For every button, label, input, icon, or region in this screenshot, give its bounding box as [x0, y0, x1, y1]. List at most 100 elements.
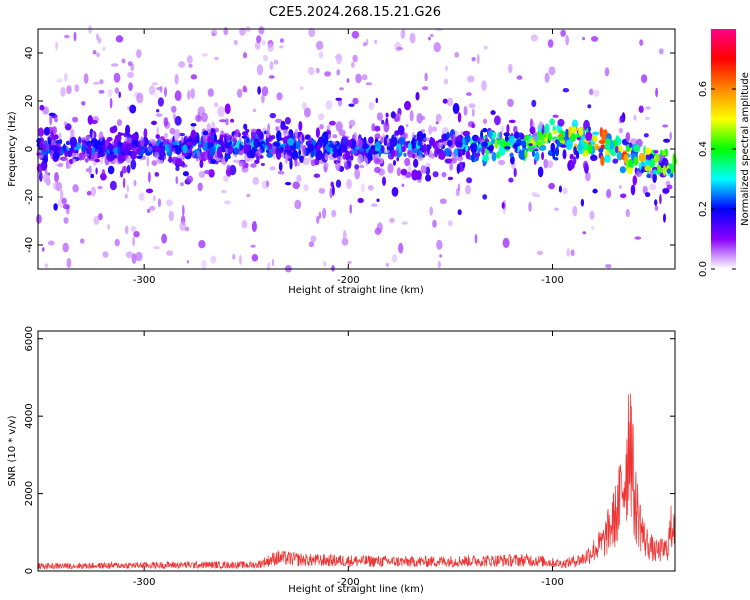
spectrogram-cell: [149, 205, 156, 211]
spectrogram-cell: [327, 133, 332, 140]
spectrogram-cell: [429, 137, 436, 146]
spectrogram-cell: [450, 135, 454, 142]
spectrogram-cell: [238, 160, 245, 167]
spectrogram-cell: [184, 226, 190, 232]
spectrogram-cell: [187, 90, 191, 100]
snr-xlabel: Height of straight line (km): [288, 584, 424, 595]
spectrogram-cell: [652, 172, 657, 183]
spectrogram-cell: [376, 198, 380, 202]
spectrogram-cell: [428, 36, 431, 41]
spectrogram-cell: [617, 137, 622, 145]
spectrogram-cell: [363, 156, 367, 162]
spectrogram-cell: [86, 190, 92, 196]
spectrogram-cell: [99, 79, 104, 84]
spectrogram-cell: [100, 157, 103, 165]
spectrogram-cell: [166, 250, 174, 256]
spectrogram-cell: [44, 169, 48, 175]
spectrogram-cell: [226, 133, 231, 143]
spectrogram-cell: [427, 144, 430, 156]
spectrogram-cell: [289, 158, 293, 170]
spectrogram-cell: [246, 193, 251, 198]
spectrogram-cell: [482, 154, 490, 162]
spectrogram-cell: [95, 167, 98, 175]
spectrogram-cell: [421, 116, 426, 120]
spectrogram-cell: [70, 146, 74, 152]
spectrogram-cell: [267, 262, 271, 271]
spectrogram-cell: [443, 78, 449, 85]
spectrogram-cell: [642, 185, 648, 195]
spectrogram-cell: [661, 157, 669, 169]
spectrogram-cell: [471, 57, 476, 62]
spectrogram-cell: [409, 32, 416, 44]
spectrogram-cell: [423, 152, 427, 156]
spectrogram-cell: [397, 125, 405, 136]
spectrogram-cell: [416, 170, 422, 180]
spectrogram-cell: [341, 237, 349, 246]
spectrogram-cell: [261, 86, 269, 97]
spectrogram-cell: [543, 158, 549, 169]
spectrogram-cell: [202, 134, 208, 142]
spectrogram-cell: [394, 117, 399, 122]
spectrogram-cell: [662, 188, 670, 194]
spectrogram-cell: [352, 54, 358, 63]
spectrogram-cell: [295, 140, 301, 150]
spectrogram-cell: [299, 86, 304, 90]
spectrogram-cell: [396, 157, 400, 162]
spectrogram-cell: [179, 182, 184, 187]
spectrogram-cell: [433, 42, 441, 53]
spectrogram-cell: [113, 72, 121, 83]
spectrogram-cell: [63, 121, 68, 126]
spectrogram-cell: [117, 153, 125, 162]
spectrogram-cell: [368, 136, 374, 144]
spectrogram-cell: [471, 123, 476, 129]
spectrogram-cell: [487, 129, 493, 138]
spectrogram-cell: [174, 115, 182, 126]
spectrogram-cell: [380, 136, 384, 144]
spectrogram-cell: [102, 251, 109, 258]
spectrogram-cell: [572, 205, 578, 217]
colorbar-gradient: [711, 29, 736, 269]
spectrogram-cell: [72, 147, 80, 151]
spectrogram-cell: [571, 126, 577, 134]
spectrogram-cell: [175, 176, 179, 185]
spectrogram-cell: [256, 64, 264, 76]
spectrogram-cell: [59, 189, 64, 200]
spectrogram-cell: [354, 168, 361, 180]
spectrogram-cell: [324, 152, 329, 161]
spectrogram-cell: [371, 123, 376, 132]
spectrogram-cell: [278, 137, 284, 141]
spectrogram-cell: [118, 91, 121, 99]
spectrogram-cell: [83, 73, 89, 84]
spectrogram-cell: [87, 143, 92, 153]
spectrogram-cell: [90, 173, 94, 179]
spectrogram-cell: [618, 127, 624, 134]
spectrogram-cell: [207, 88, 214, 97]
spectrogram-cell: [124, 225, 129, 235]
spectrogram-cell: [250, 163, 257, 168]
spectrogram-cell: [548, 66, 556, 76]
spectrogram-cell: [133, 231, 140, 238]
spectrogram-cell: [275, 126, 279, 132]
spectrogram-cell: [455, 139, 463, 148]
spectrogram-cell: [490, 138, 495, 145]
spectrogram-cell: [613, 139, 618, 147]
spectrogram-xtick-label: -100: [541, 275, 564, 286]
spectrogram-cell: [292, 181, 300, 190]
spectrogram-cell: [374, 227, 382, 235]
spectrogram-cell: [409, 149, 413, 157]
spectrogram-cell: [186, 55, 193, 64]
spectrogram-cell: [223, 175, 229, 182]
spectrogram-cell: [528, 143, 533, 147]
spectrogram-cell: [318, 211, 322, 219]
spectrogram-cell: [515, 139, 522, 146]
spectrogram-cell: [536, 250, 544, 256]
spectrogram-cell: [649, 170, 653, 179]
spectrogram-cell: [241, 220, 248, 229]
spectrogram-cell: [81, 101, 86, 106]
spectrogram-cell: [470, 142, 478, 154]
spectrogram-cell: [246, 137, 250, 144]
spectrogram-cell: [422, 133, 426, 139]
spectrogram-cell: [656, 164, 662, 172]
spectrogram-cell: [425, 174, 432, 182]
spectrogram-cell: [151, 160, 158, 166]
